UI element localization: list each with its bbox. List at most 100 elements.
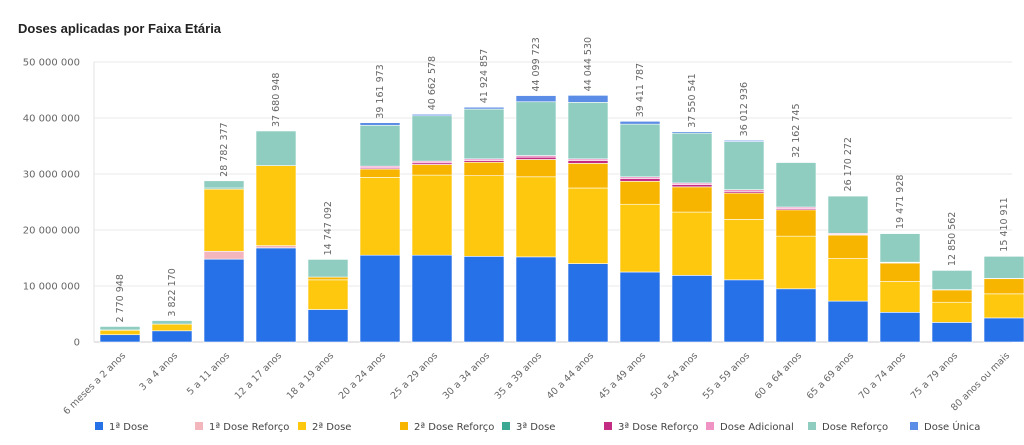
y-axis: 0 10 000 000 20 000 000 30 000 000 40 000 00… xyxy=(23,58,95,349)
bar-segment[interactable] xyxy=(567,263,609,343)
bar-segment[interactable] xyxy=(619,271,661,343)
legend-item[interactable]: 1ª Dose xyxy=(95,422,148,433)
bar-segment[interactable] xyxy=(359,254,401,343)
legend-item[interactable]: 3ª Dose xyxy=(502,422,555,433)
bar-segment[interactable] xyxy=(203,188,245,252)
bar-segment[interactable] xyxy=(775,162,817,208)
bar-segment[interactable] xyxy=(515,256,557,343)
bar-segment[interactable] xyxy=(463,161,505,176)
bar-segment[interactable] xyxy=(619,120,661,125)
bar-segment[interactable] xyxy=(827,258,869,302)
bar-segment[interactable] xyxy=(723,219,765,281)
x-tick-label: 40 a 44 anos xyxy=(545,350,596,401)
bar-segment[interactable] xyxy=(671,132,713,184)
bar-segment[interactable] xyxy=(671,275,713,343)
bar-segment[interactable] xyxy=(671,131,713,134)
bar-segment[interactable] xyxy=(515,176,557,258)
bar-segment[interactable] xyxy=(723,140,765,142)
bar-segment[interactable] xyxy=(515,101,557,156)
legend-item[interactable]: 1ª Dose Reforço xyxy=(195,422,289,433)
bar-segment[interactable] xyxy=(983,255,1024,279)
bar-segment[interactable] xyxy=(99,326,141,331)
bar-segment[interactable] xyxy=(567,163,609,189)
bar-segment[interactable] xyxy=(515,95,557,103)
bar-segment[interactable] xyxy=(567,160,609,164)
bar-segment[interactable] xyxy=(775,288,817,343)
bar-segment[interactable] xyxy=(671,186,713,213)
bar-segment[interactable] xyxy=(723,279,765,343)
bar-segment[interactable] xyxy=(359,122,401,126)
bar-segment[interactable] xyxy=(931,322,973,343)
bar-segment[interactable] xyxy=(827,195,869,197)
bar-segment[interactable] xyxy=(775,235,817,290)
bar-segment[interactable] xyxy=(255,130,297,166)
bar-segment[interactable] xyxy=(879,233,921,263)
bar-segment[interactable] xyxy=(203,180,245,189)
bar-segment[interactable] xyxy=(827,234,869,259)
bar-segment[interactable] xyxy=(567,102,609,160)
bar-segment[interactable] xyxy=(879,281,921,313)
bar-segment[interactable] xyxy=(411,113,453,117)
bar-segment[interactable] xyxy=(307,309,349,343)
legend-item[interactable]: 3ª Dose Reforço xyxy=(604,422,698,433)
bar-segment[interactable] xyxy=(359,177,401,256)
bar-segment[interactable] xyxy=(255,245,297,249)
bar-segment[interactable] xyxy=(307,279,349,310)
bar-segment[interactable] xyxy=(359,168,401,178)
x-tick-label: 75 a 79 anos xyxy=(909,350,960,401)
bar-segment[interactable] xyxy=(203,258,245,343)
bar-segment[interactable] xyxy=(307,259,349,278)
bar-segment[interactable] xyxy=(723,192,765,220)
bar-segment[interactable] xyxy=(983,255,1024,257)
bar-segment[interactable] xyxy=(411,254,453,343)
bar-segment[interactable] xyxy=(775,209,817,237)
bar-segment[interactable] xyxy=(931,301,973,323)
bar-segment[interactable] xyxy=(983,293,1024,319)
bar-segment[interactable] xyxy=(723,141,765,190)
bar-segment[interactable] xyxy=(567,187,609,264)
bar-segment[interactable] xyxy=(411,174,453,256)
bar-total-label: 14 747 092 xyxy=(323,201,334,255)
bar-segment[interactable] xyxy=(151,330,193,343)
bar-segment[interactable] xyxy=(879,232,921,234)
bar-segment[interactable] xyxy=(255,165,297,246)
bar-segment[interactable] xyxy=(879,312,921,343)
bar-segment[interactable] xyxy=(411,164,453,176)
bar-segment[interactable] xyxy=(671,211,713,276)
legend-item[interactable]: 2ª Dose xyxy=(298,422,351,433)
bar-segment[interactable] xyxy=(463,175,505,257)
bar-segment[interactable] xyxy=(515,159,557,178)
bar-segment[interactable] xyxy=(463,256,505,343)
bar-segment[interactable] xyxy=(203,250,245,260)
bar-segment[interactable] xyxy=(619,203,661,273)
bar-segment[interactable] xyxy=(775,161,817,163)
bar-segment[interactable] xyxy=(619,178,661,182)
legend-item[interactable]: 2ª Dose Reforço xyxy=(400,422,494,433)
bar-segment[interactable] xyxy=(99,329,141,336)
bar-segment[interactable] xyxy=(151,320,193,325)
x-tick-label: 55 a 59 anos xyxy=(701,350,752,401)
bar-segment[interactable] xyxy=(463,108,505,160)
bar-segment[interactable] xyxy=(879,262,921,282)
legend-item[interactable]: Dose Única xyxy=(910,420,980,433)
bar-segment[interactable] xyxy=(515,156,557,160)
bar-segment[interactable] xyxy=(255,247,297,343)
bar-segment[interactable] xyxy=(307,276,349,281)
bar-segment[interactable] xyxy=(827,300,869,343)
bar-segment[interactable] xyxy=(983,278,1024,295)
legend-item[interactable]: Dose Reforço xyxy=(808,422,888,433)
bar-segment[interactable] xyxy=(827,195,869,234)
bar-segment[interactable] xyxy=(931,270,973,290)
bar-segment[interactable] xyxy=(567,95,609,103)
legend-item[interactable]: Dose Adicional xyxy=(706,422,794,433)
bar-segment[interactable] xyxy=(99,334,141,343)
bar-segment[interactable] xyxy=(619,180,661,205)
bar-segment[interactable] xyxy=(619,123,661,178)
bar-segment[interactable] xyxy=(151,323,193,332)
bar-segment[interactable] xyxy=(411,115,453,162)
bar-segment[interactable] xyxy=(931,289,973,303)
bar-segment[interactable] xyxy=(463,106,505,110)
bar-segment[interactable] xyxy=(671,184,713,188)
bar-segment[interactable] xyxy=(359,124,401,167)
bar-segment[interactable] xyxy=(983,317,1024,343)
